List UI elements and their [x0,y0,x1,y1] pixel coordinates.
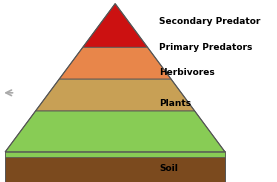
Text: Herbivores: Herbivores [160,68,215,77]
Polygon shape [5,111,225,152]
Polygon shape [59,47,171,79]
Bar [5,152,225,182]
Text: Primary Predators: Primary Predators [160,43,253,52]
Text: Plants: Plants [160,99,192,108]
Bar [5,151,225,157]
Polygon shape [83,4,147,47]
Text: Secondary Predator: Secondary Predator [160,17,261,26]
Text: Soil: Soil [160,164,178,173]
Polygon shape [35,79,195,111]
